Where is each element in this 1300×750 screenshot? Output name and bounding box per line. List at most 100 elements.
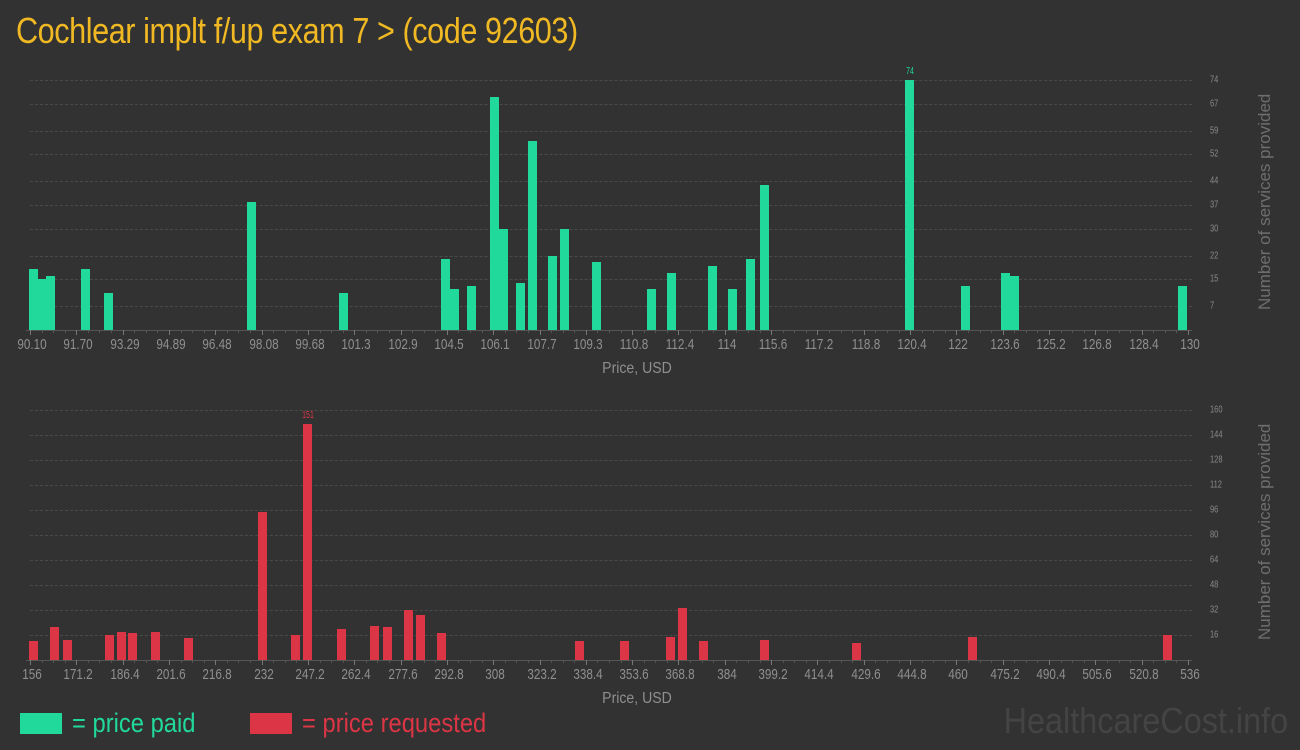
bar[interactable] [905, 80, 915, 330]
x-minor-tick [134, 660, 136, 663]
bar[interactable] [105, 635, 115, 660]
x-minor-tick [111, 330, 113, 333]
bar[interactable] [370, 625, 380, 660]
bar[interactable] [665, 636, 675, 660]
bar[interactable] [339, 292, 349, 330]
bar[interactable] [699, 641, 709, 660]
y-tick-label: 128 [1210, 454, 1223, 466]
bar[interactable] [246, 201, 256, 330]
bar[interactable] [574, 641, 584, 660]
x-tick-mark [910, 660, 912, 665]
x-tick-mark [678, 330, 680, 335]
x-minor-tick [435, 660, 437, 663]
x-minor-tick [203, 330, 205, 333]
bar[interactable] [490, 96, 500, 330]
bar[interactable] [336, 628, 346, 660]
x-tick-mark [817, 330, 819, 335]
bar[interactable] [1162, 635, 1172, 660]
bar[interactable] [467, 286, 477, 330]
x-minor-tick [666, 330, 668, 333]
x-minor-tick [597, 660, 599, 663]
bar[interactable] [29, 641, 39, 660]
bar[interactable] [117, 631, 127, 660]
x-minor-tick [991, 660, 993, 663]
x-minor-tick [643, 330, 645, 333]
gridline [30, 585, 1192, 586]
bar[interactable] [257, 511, 267, 660]
bar[interactable] [960, 286, 970, 330]
bar[interactable] [1001, 272, 1011, 330]
bar[interactable] [1009, 275, 1019, 330]
gridline [30, 306, 1192, 308]
x-tick-label: 126.8 [1082, 336, 1113, 353]
bar[interactable] [46, 275, 56, 330]
gridline [30, 635, 1192, 636]
bar[interactable] [37, 279, 47, 330]
x-minor-tick [1176, 330, 1178, 333]
bar[interactable] [1178, 286, 1188, 330]
x-minor-tick [782, 330, 784, 333]
bar[interactable] [303, 424, 313, 660]
bar[interactable] [291, 635, 301, 660]
x-minor-tick [898, 330, 900, 333]
x-tick-label: 338.4 [573, 666, 603, 683]
bar[interactable] [647, 289, 657, 330]
bar[interactable] [441, 259, 451, 330]
bar[interactable] [382, 627, 392, 660]
x-minor-tick [180, 660, 182, 663]
x-minor-tick [979, 330, 981, 333]
legend-price-requested: = price requested [250, 708, 511, 739]
x-minor-tick [736, 660, 738, 663]
bar[interactable] [667, 272, 677, 330]
gridline [30, 460, 1192, 461]
bar[interactable] [50, 627, 60, 660]
x-tick-label: 323.2 [526, 666, 557, 683]
bar[interactable] [760, 639, 770, 660]
bar[interactable] [184, 638, 194, 660]
bar[interactable] [548, 255, 558, 330]
gridline [30, 485, 1192, 486]
bar[interactable] [591, 262, 601, 330]
x-minor-tick [620, 330, 622, 333]
bar[interactable] [437, 633, 447, 660]
x-tick-label: 93.29 [109, 336, 140, 353]
bar[interactable] [760, 184, 770, 330]
bar[interactable] [560, 228, 569, 330]
x-tick-label: 292.8 [434, 666, 464, 683]
x-minor-tick [713, 660, 715, 663]
x-tick-label: 91.70 [63, 336, 93, 353]
bar[interactable] [678, 608, 688, 660]
bar[interactable] [128, 633, 138, 660]
x-tick-label: 308 [485, 666, 505, 683]
bar[interactable] [81, 269, 91, 330]
bar[interactable] [851, 642, 861, 660]
bar[interactable] [708, 265, 718, 330]
x-minor-tick [412, 330, 414, 333]
x-minor-tick [53, 660, 55, 663]
bar[interactable] [745, 259, 755, 330]
legend-price-paid: = price paid [20, 708, 212, 739]
bar[interactable] [28, 269, 38, 330]
bar[interactable] [620, 641, 630, 660]
bar[interactable] [528, 140, 538, 330]
x-tick-label: 96.48 [202, 336, 232, 353]
x-minor-tick [979, 660, 981, 663]
x-tick-label: 460 [948, 666, 969, 683]
bar[interactable] [150, 631, 160, 660]
bar[interactable] [416, 614, 426, 660]
x-minor-tick [1083, 330, 1085, 333]
bar[interactable] [104, 292, 114, 330]
y-tick-label: 64 [1210, 554, 1219, 566]
x-tick-label: 247.2 [295, 666, 325, 683]
bar[interactable] [62, 639, 72, 660]
x-minor-tick [226, 660, 228, 663]
x-minor-tick [41, 330, 43, 333]
bar[interactable] [967, 636, 977, 660]
bar[interactable] [403, 610, 413, 660]
bar[interactable] [449, 289, 459, 330]
bar[interactable] [728, 289, 738, 330]
bar[interactable] [499, 228, 509, 330]
x-minor-tick [1060, 660, 1062, 663]
x-minor-tick [1025, 660, 1027, 663]
bar[interactable] [516, 282, 526, 330]
